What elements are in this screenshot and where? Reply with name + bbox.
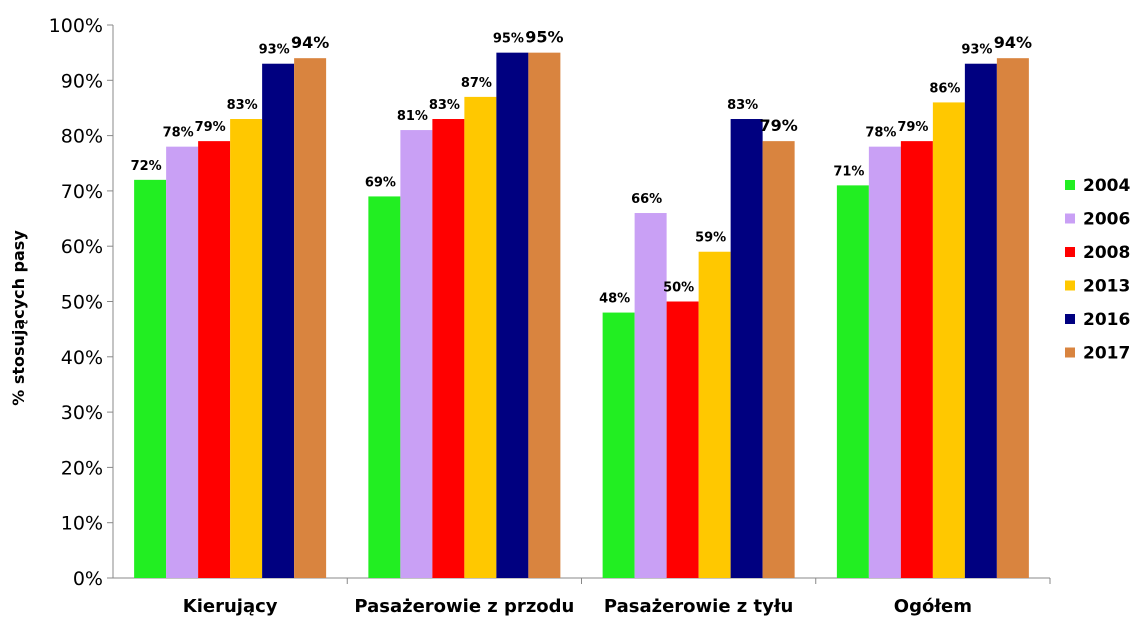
data-label: 95% [493, 32, 524, 47]
category-label: Kierujący [183, 596, 278, 617]
legend-swatch [1065, 247, 1075, 257]
bar [762, 141, 795, 578]
bar [368, 196, 401, 578]
data-label: 93% [961, 43, 992, 58]
legend-label: 2008 [1083, 243, 1130, 263]
data-label: 95% [525, 28, 563, 47]
bar [836, 185, 869, 578]
bar [602, 312, 635, 578]
data-labels: 72%78% 79%83%93% 94%69%81%83%87%95% 95%48%6… [131, 28, 1032, 307]
category-label: Ogółem [894, 596, 972, 617]
y-tick-label: 30% [61, 402, 103, 424]
data-label: 69% [365, 175, 396, 190]
legend-label: 2016 [1083, 310, 1130, 330]
category-label: Pasażerowie z przodu [354, 596, 574, 617]
legend-swatch [1065, 280, 1075, 291]
bar [262, 63, 295, 578]
legend: 2004 2006 2008 2013 2016 2017 [1065, 176, 1130, 364]
legend-label: 2017 [1083, 344, 1130, 364]
bar [634, 213, 667, 578]
data-label: 81% [397, 109, 428, 124]
y-axis-label-group: % stosujących pasy [9, 230, 28, 406]
y-tick-labels: 0% 10% 20% 30% 40% 50% 60% 70% 80% 90% 100% [49, 15, 103, 590]
legend-swatch [1065, 180, 1075, 190]
data-label: 78% [163, 126, 194, 141]
bar [432, 119, 465, 578]
data-label: 83% [727, 98, 758, 113]
y-tick-label: 50% [61, 292, 103, 314]
data-label: 59% [695, 231, 726, 246]
bar [496, 52, 529, 578]
bar [698, 251, 731, 579]
data-label: 83% [429, 98, 460, 113]
bar [528, 52, 561, 578]
bar [400, 130, 433, 578]
bars [134, 52, 1029, 579]
bar [198, 141, 231, 578]
legend-swatch [1065, 347, 1075, 358]
legend-swatch [1065, 314, 1075, 324]
y-tick-label: 0% [73, 568, 103, 590]
bar [294, 58, 327, 579]
y-tick-label: 80% [61, 126, 103, 148]
data-label: 86% [929, 81, 960, 96]
data-label: 87% [461, 76, 492, 91]
legend-label: 2013 [1083, 277, 1130, 297]
data-label: 71% [833, 164, 864, 179]
data-label: 79% [759, 116, 797, 135]
data-label: 48% [599, 292, 630, 307]
y-tick-label: 60% [61, 236, 103, 258]
data-label: 50% [663, 281, 694, 296]
bar [134, 179, 167, 578]
y-tick-label: 100% [49, 15, 103, 37]
y-tick-label: 20% [61, 457, 103, 479]
y-tick-label: 40% [61, 347, 103, 369]
legend-label: 2006 [1083, 210, 1130, 230]
legend-label: 2004 [1083, 176, 1130, 196]
y-tick-label: 90% [61, 70, 103, 92]
y-tick-label: 70% [61, 181, 103, 203]
y-tick-label: 10% [61, 513, 103, 535]
data-label: 83% [227, 98, 258, 113]
category-labels: Kierujący Pasażerowie z przodu Pasażerowie… [183, 596, 972, 617]
bar [464, 96, 497, 578]
bar [964, 63, 997, 578]
bar [230, 119, 263, 578]
bar [666, 301, 699, 578]
data-label: 79% [195, 120, 226, 135]
data-label: 93% [259, 43, 290, 58]
data-label: 94% [291, 33, 329, 52]
bar [166, 146, 199, 578]
data-label: 66% [631, 192, 662, 207]
bar [900, 141, 933, 578]
bar [868, 146, 901, 578]
bar [730, 119, 763, 578]
bar [996, 58, 1029, 579]
data-label: 79% [897, 120, 928, 135]
legend-swatch [1065, 213, 1075, 224]
data-label: 72% [131, 159, 162, 174]
category-label: Pasażerowie z tyłu [604, 596, 794, 617]
data-label: 94% [994, 33, 1032, 52]
data-label: 78% [865, 126, 896, 141]
bar [932, 102, 965, 579]
y-axis-label: % stosujących pasy [9, 230, 28, 406]
